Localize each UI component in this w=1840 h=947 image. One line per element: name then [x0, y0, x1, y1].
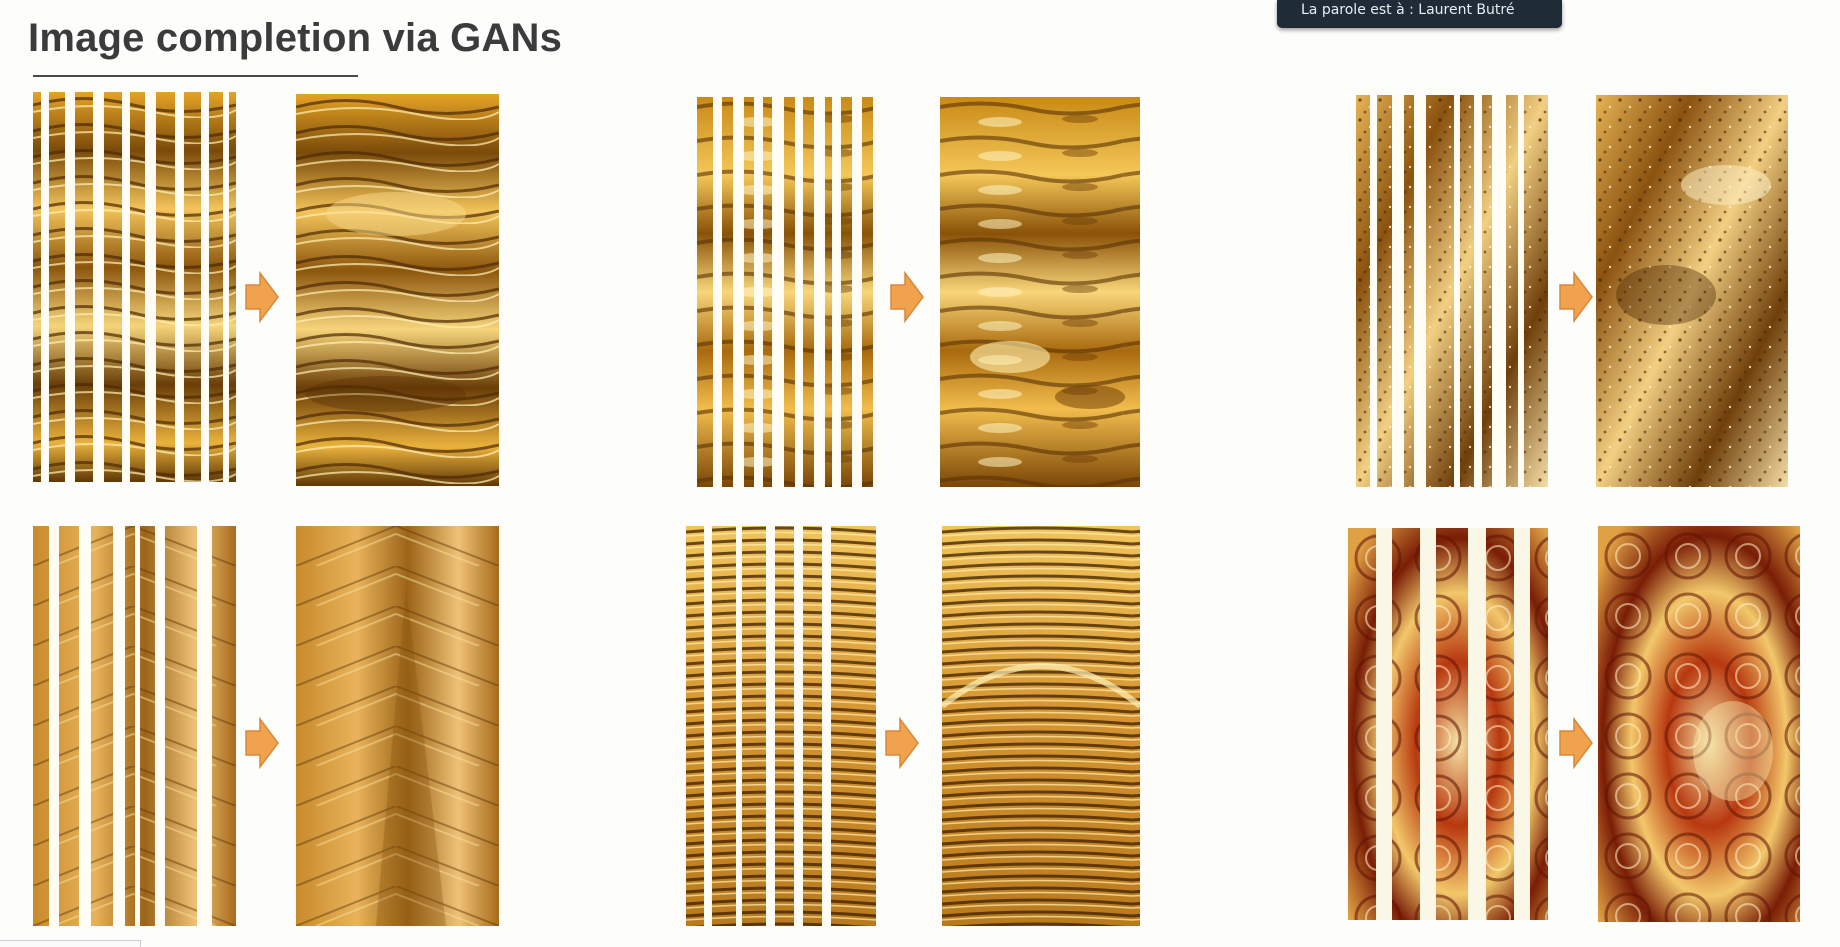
completed-image-4 [296, 526, 499, 926]
completed-image-1 [296, 94, 499, 486]
completed-image-5 [942, 526, 1140, 926]
masked-image-1 [33, 92, 236, 482]
arrow-right-icon [244, 271, 280, 323]
masked-image-3 [1356, 95, 1548, 487]
completed-image-6 [1598, 526, 1800, 922]
slide-title: Image completion via GANs [28, 16, 562, 61]
title-underline [33, 75, 358, 77]
arrow-right-icon [1558, 717, 1594, 769]
arrow-right-icon [884, 717, 920, 769]
masked-image-4 [33, 526, 236, 926]
arrow-right-icon [889, 271, 925, 323]
masked-image-5 [686, 526, 876, 926]
masked-image-2 [697, 97, 880, 487]
masked-image-6 [1348, 528, 1548, 920]
completed-image-3 [1596, 95, 1788, 487]
arrow-right-icon [1558, 271, 1594, 323]
arrow-right-icon [244, 717, 280, 769]
speaker-notification-text: La parole est à : Laurent Butré [1301, 2, 1514, 18]
completed-image-2 [940, 97, 1140, 487]
speaker-notification: La parole est à : Laurent Butré [1277, 0, 1562, 28]
